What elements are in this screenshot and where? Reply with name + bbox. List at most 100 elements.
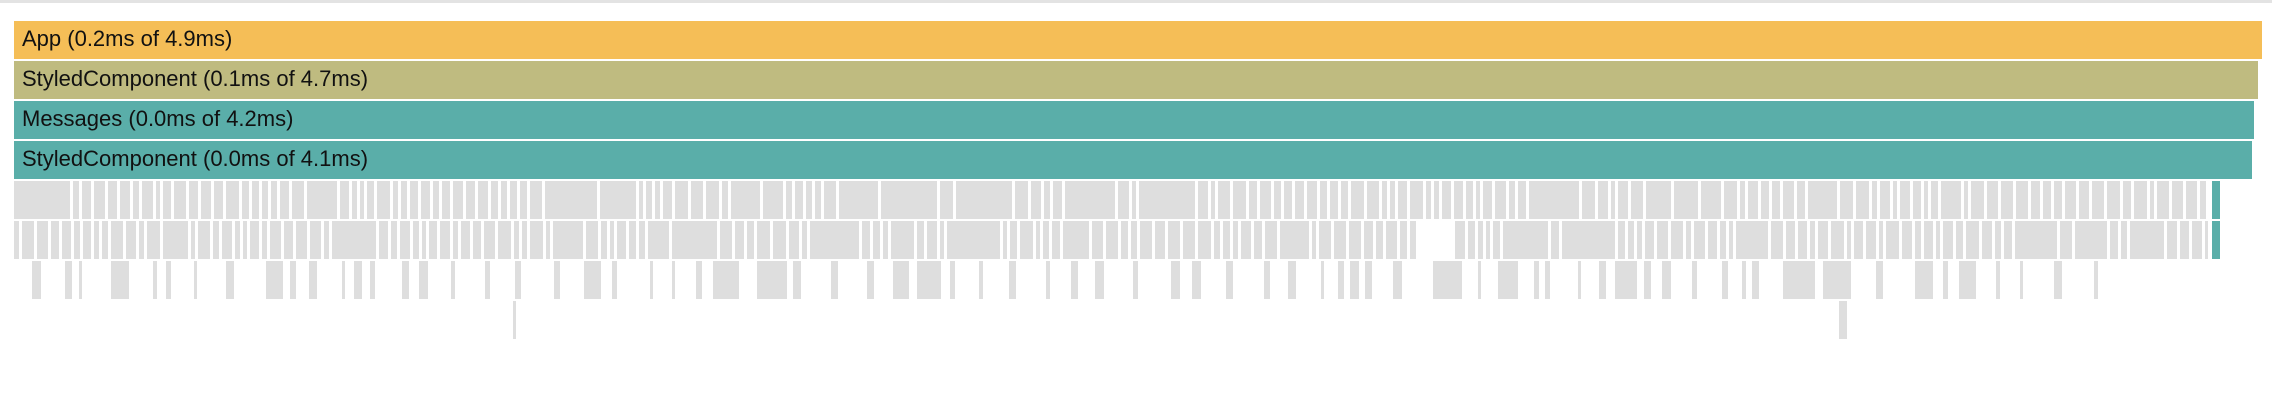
flame-child-node[interactable] <box>242 181 249 219</box>
flame-child-node[interactable] <box>1959 261 1976 299</box>
flame-child-node[interactable] <box>1736 221 1768 259</box>
flame-child-node[interactable] <box>1783 261 1815 299</box>
flame-child-node[interactable] <box>546 221 550 259</box>
flame-child-node[interactable] <box>1466 181 1473 219</box>
flame-child-node[interactable] <box>1562 221 1615 259</box>
flame-child-node[interactable] <box>478 181 488 219</box>
flame-child-node[interactable] <box>108 181 117 219</box>
flame-child-node[interactable] <box>1218 181 1230 219</box>
flame-child-node[interactable] <box>979 261 983 299</box>
flame-child-node[interactable] <box>1214 221 1220 259</box>
flame-child-node[interactable] <box>1233 221 1238 259</box>
flame-child-node[interactable] <box>498 221 511 259</box>
flame-child-node[interactable] <box>1390 181 1395 219</box>
flame-child-node[interactable] <box>147 221 160 259</box>
flame-child-node[interactable] <box>789 221 799 259</box>
flame-child-node[interactable] <box>1797 181 1805 219</box>
flame-child-node[interactable] <box>310 221 321 259</box>
flame-child-node[interactable] <box>2001 181 2013 219</box>
flame-child-node[interactable] <box>2031 181 2040 219</box>
flame-child-node[interactable] <box>111 261 129 299</box>
flame-child-node[interactable] <box>1900 181 1910 219</box>
flame-child-node[interactable] <box>1722 261 1728 299</box>
flame-child-node[interactable] <box>1320 181 1327 219</box>
flame-child-node[interactable] <box>650 261 653 299</box>
flame-child-node[interactable] <box>773 221 786 259</box>
flame-child-node[interactable] <box>1798 221 1807 259</box>
flame-child-node[interactable] <box>1321 261 1324 299</box>
flame-child-node[interactable] <box>51 221 59 259</box>
flame-child-node[interactable] <box>757 261 787 299</box>
flame-child-node[interactable] <box>1893 181 1897 219</box>
flame-child-node[interactable] <box>530 181 542 219</box>
flame-child-node[interactable] <box>2004 221 2012 259</box>
flame-child-node[interactable] <box>2172 181 2183 219</box>
flame-child-node[interactable] <box>883 221 888 259</box>
flame-child-node[interactable] <box>271 181 277 219</box>
flame-child-node[interactable] <box>401 181 407 219</box>
flame-child-node[interactable] <box>675 181 688 219</box>
flame-child-node[interactable] <box>163 221 188 259</box>
flame-child-node[interactable] <box>1966 221 1979 259</box>
flame-child-node[interactable] <box>65 261 72 299</box>
flame-child-node[interactable] <box>2094 261 2098 299</box>
flame-child-node[interactable] <box>292 181 304 219</box>
flame-child-node[interactable] <box>1198 221 1211 259</box>
flame-child-node[interactable] <box>1319 221 1331 259</box>
flame-child-node[interactable] <box>156 181 160 219</box>
flame-child-node[interactable] <box>1031 181 1041 219</box>
flame-child-node[interactable] <box>2110 221 2118 259</box>
flame-child-node[interactable] <box>1931 181 1938 219</box>
flame-child-node[interactable] <box>2054 181 2062 219</box>
flame-child-node[interactable] <box>2054 261 2062 299</box>
flame-child-node[interactable] <box>1761 181 1769 219</box>
flame-child-node[interactable] <box>793 261 801 299</box>
flame-child-node[interactable] <box>484 221 495 259</box>
flame-child-node[interactable] <box>2134 181 2147 219</box>
flame-child-node[interactable] <box>1386 221 1397 259</box>
flame-child-node[interactable] <box>831 261 838 299</box>
flame-child-node[interactable] <box>1748 181 1758 219</box>
flame-child-node[interactable] <box>1211 181 1215 219</box>
flame-child-node[interactable] <box>1223 221 1230 259</box>
flame-child-node[interactable] <box>391 221 397 259</box>
flame-child-node[interactable] <box>1454 181 1463 219</box>
flame-child-node[interactable] <box>950 261 955 299</box>
flame-child-node[interactable] <box>2150 181 2154 219</box>
flame-child-node[interactable] <box>410 181 418 219</box>
flame-child-node[interactable] <box>82 181 91 219</box>
flame-child-node[interactable] <box>191 221 195 259</box>
flame-child-node[interactable] <box>1433 261 1462 299</box>
flame-child-node[interactable] <box>1529 181 1579 219</box>
flame-child-node[interactable] <box>1198 181 1208 219</box>
flame-child-node[interactable] <box>226 181 239 219</box>
flame-child-node[interactable] <box>252 181 259 219</box>
flame-child-node[interactable] <box>1398 181 1407 219</box>
flame-child-node[interactable] <box>1545 261 1550 299</box>
flame-child-node[interactable] <box>1351 181 1364 219</box>
flame-child-node[interactable] <box>284 221 293 259</box>
flame-child-node[interactable] <box>1631 181 1643 219</box>
flame-child-node[interactable] <box>1367 181 1379 219</box>
flame-child-node[interactable] <box>2043 181 2051 219</box>
flame-child-node[interactable] <box>1307 181 1317 219</box>
flame-child-node[interactable] <box>824 181 836 219</box>
flame-child-node[interactable] <box>610 221 614 259</box>
flame-child-node[interactable] <box>79 261 82 299</box>
flame-child-node[interactable] <box>1260 181 1271 219</box>
flame-child-node[interactable] <box>1106 221 1118 259</box>
flame-child-node[interactable] <box>2060 221 2072 259</box>
flame-child-node[interactable] <box>2192 221 2202 259</box>
flame-child-node[interactable] <box>1823 261 1851 299</box>
flame-child-node[interactable] <box>1254 221 1262 259</box>
flame-child-node[interactable] <box>1752 261 1759 299</box>
flame-child-node[interactable] <box>332 221 376 259</box>
flame-child-node[interactable] <box>1410 181 1423 219</box>
flame-child-node[interactable] <box>815 181 821 219</box>
flame-child-node[interactable] <box>2123 181 2131 219</box>
flame-child-node[interactable] <box>1139 181 1195 219</box>
flame-child-node[interactable] <box>1393 261 1402 299</box>
flame-child-node[interactable] <box>400 221 410 259</box>
flame-child-node[interactable] <box>639 181 643 219</box>
flame-child-node[interactable] <box>367 181 374 219</box>
